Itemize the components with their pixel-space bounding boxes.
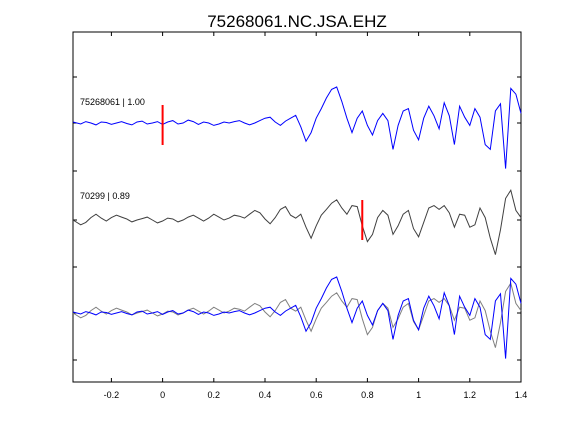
x-tick-label: 0.2 — [208, 390, 221, 400]
x-tick-label: 1 — [416, 390, 421, 400]
x-tick-label: -0.2 — [104, 390, 120, 400]
x-tick-label: 0.8 — [361, 390, 374, 400]
overlay-template-trace — [72, 276, 522, 359]
template-trace — [72, 86, 522, 169]
x-tick-label: 0.6 — [310, 390, 323, 400]
y-tick-marks — [73, 76, 521, 361]
x-tick-label: 0 — [160, 390, 165, 400]
plot-frame — [72, 31, 522, 383]
pick-markers — [161, 105, 364, 240]
chart-title: 75268061.NC.JSA.EHZ — [207, 12, 387, 31]
trace-group — [72, 86, 522, 359]
x-tick-label: 0.4 — [259, 390, 272, 400]
trace-labels: 75268061 | 1.00 70299 | 0.89 — [80, 97, 145, 201]
x-tick-label: 1.4 — [515, 390, 528, 400]
overlay-match-trace — [72, 281, 522, 348]
template-label: 75268061 | 1.00 — [80, 97, 145, 107]
match-trace — [72, 188, 522, 255]
x-axis: -0.2 0 0.2 0.4 0.6 0.8 1 1.2 1.4 — [104, 32, 528, 400]
x-tick-label: 1.2 — [464, 390, 477, 400]
match-label: 70299 | 0.89 — [80, 191, 130, 201]
